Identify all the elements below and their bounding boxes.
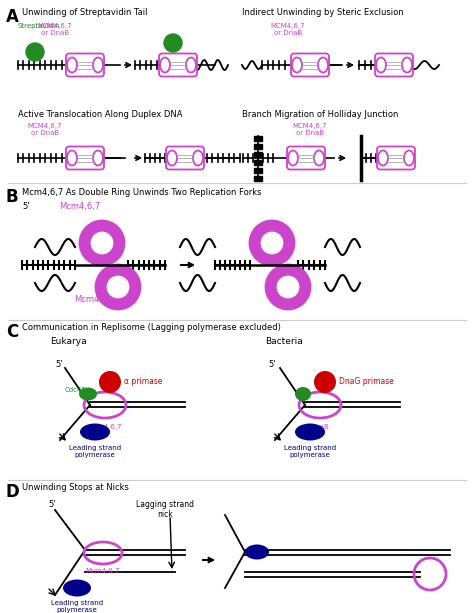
Text: Eukarya: Eukarya bbox=[50, 337, 87, 346]
Text: A: A bbox=[6, 8, 19, 26]
Text: Unwinding Stops at Nicks: Unwinding Stops at Nicks bbox=[22, 483, 129, 492]
Text: Mcm4,6,7: Mcm4,6,7 bbox=[59, 202, 100, 211]
Text: Leading strand
polymerase: Leading strand polymerase bbox=[69, 445, 121, 458]
Circle shape bbox=[99, 371, 121, 393]
Text: Bacteria: Bacteria bbox=[265, 337, 303, 346]
Text: Cdc45p: Cdc45p bbox=[65, 387, 91, 393]
Bar bbox=[254, 136, 262, 141]
Text: MCM4,6,7
or DnaB: MCM4,6,7 or DnaB bbox=[271, 23, 305, 36]
FancyBboxPatch shape bbox=[287, 147, 325, 170]
Text: τ: τ bbox=[297, 389, 303, 399]
Circle shape bbox=[164, 34, 182, 52]
Text: D: D bbox=[6, 483, 20, 501]
Text: DnaG primase: DnaG primase bbox=[339, 378, 394, 387]
Circle shape bbox=[250, 221, 294, 265]
Ellipse shape bbox=[402, 58, 412, 72]
FancyBboxPatch shape bbox=[166, 147, 204, 170]
Text: α primase: α primase bbox=[124, 378, 163, 387]
FancyBboxPatch shape bbox=[66, 147, 104, 170]
FancyBboxPatch shape bbox=[291, 53, 329, 77]
FancyBboxPatch shape bbox=[66, 53, 104, 77]
Text: Mcm4,6,7: Mcm4,6,7 bbox=[74, 295, 116, 304]
Text: Communication in Replisome (Lagging polymerase excluded): Communication in Replisome (Lagging poly… bbox=[22, 323, 281, 332]
Ellipse shape bbox=[67, 151, 77, 166]
FancyBboxPatch shape bbox=[377, 147, 415, 170]
Text: MCM4,6,7
or DnaB: MCM4,6,7 or DnaB bbox=[292, 123, 328, 136]
Ellipse shape bbox=[186, 58, 196, 72]
Ellipse shape bbox=[288, 151, 298, 166]
Circle shape bbox=[260, 231, 284, 255]
Text: Indirect Unwinding by Steric Exclusion: Indirect Unwinding by Steric Exclusion bbox=[242, 8, 404, 17]
Ellipse shape bbox=[295, 424, 325, 441]
Text: Lagging strand
nick: Lagging strand nick bbox=[136, 500, 194, 519]
Ellipse shape bbox=[295, 387, 311, 401]
Ellipse shape bbox=[292, 58, 302, 72]
Ellipse shape bbox=[318, 58, 328, 72]
Text: 5': 5' bbox=[22, 202, 29, 211]
Ellipse shape bbox=[193, 151, 203, 166]
Circle shape bbox=[106, 275, 130, 299]
Text: DnaB: DnaB bbox=[310, 424, 329, 430]
Bar bbox=[254, 144, 262, 149]
Bar bbox=[254, 176, 262, 181]
Ellipse shape bbox=[63, 579, 91, 596]
Ellipse shape bbox=[160, 58, 170, 72]
Ellipse shape bbox=[67, 58, 77, 72]
Ellipse shape bbox=[376, 58, 386, 72]
Bar bbox=[254, 160, 262, 165]
Ellipse shape bbox=[314, 151, 324, 166]
Circle shape bbox=[90, 231, 114, 255]
Text: Mcm4,6,7: Mcm4,6,7 bbox=[86, 568, 120, 574]
Circle shape bbox=[26, 43, 44, 61]
FancyBboxPatch shape bbox=[159, 53, 197, 77]
Text: C: C bbox=[6, 323, 18, 341]
Text: B: B bbox=[6, 188, 18, 206]
Text: Leading strand
polymerase: Leading strand polymerase bbox=[284, 445, 336, 458]
Bar bbox=[254, 168, 262, 173]
Text: MCM4,6,7
or DnaB: MCM4,6,7 or DnaB bbox=[27, 123, 62, 136]
Ellipse shape bbox=[93, 151, 103, 166]
Ellipse shape bbox=[79, 387, 97, 400]
Ellipse shape bbox=[378, 151, 388, 166]
Ellipse shape bbox=[80, 424, 110, 441]
Text: 5': 5' bbox=[268, 360, 275, 369]
Circle shape bbox=[266, 265, 310, 309]
Text: Branch Migration of Holliday Junction: Branch Migration of Holliday Junction bbox=[242, 110, 398, 119]
Circle shape bbox=[96, 265, 140, 309]
FancyBboxPatch shape bbox=[375, 53, 413, 77]
Text: 5': 5' bbox=[55, 360, 63, 369]
Bar bbox=[254, 152, 262, 157]
Circle shape bbox=[80, 221, 124, 265]
Text: Streptavidin: Streptavidin bbox=[18, 23, 61, 29]
Ellipse shape bbox=[167, 151, 177, 166]
Ellipse shape bbox=[93, 58, 103, 72]
Text: Leading strand
polymerase: Leading strand polymerase bbox=[51, 600, 103, 613]
Text: Mcm4,6,7 As Double Ring Unwinds Two Replication Forks: Mcm4,6,7 As Double Ring Unwinds Two Repl… bbox=[22, 188, 262, 197]
Text: 5': 5' bbox=[48, 500, 55, 509]
Circle shape bbox=[314, 371, 336, 393]
Text: Unwinding of Streptavidin Tail: Unwinding of Streptavidin Tail bbox=[22, 8, 147, 17]
Text: Active Translocation Along Duplex DNA: Active Translocation Along Duplex DNA bbox=[18, 110, 182, 119]
Ellipse shape bbox=[404, 151, 414, 166]
Ellipse shape bbox=[245, 544, 269, 560]
Text: MCM4,6,7
or DnaB: MCM4,6,7 or DnaB bbox=[38, 23, 73, 36]
Text: Mcm4,6,7: Mcm4,6,7 bbox=[88, 424, 122, 430]
Circle shape bbox=[276, 275, 300, 299]
